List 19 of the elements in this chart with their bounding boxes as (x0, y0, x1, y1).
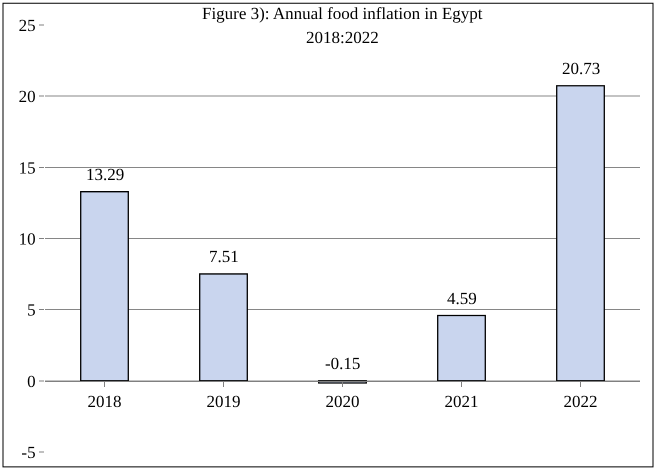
data-label: 4.59 (447, 289, 477, 308)
y-tick-label: 20 (18, 87, 36, 106)
data-label: 13.29 (86, 165, 124, 184)
chart-title: Figure 3): Annual food inflation in Egypt (202, 4, 483, 23)
data-label: -0.15 (325, 354, 360, 373)
x-tick-label: 2019 (206, 392, 240, 412)
y-tick-label: 25 (18, 16, 36, 35)
y-tick-label: 5 (27, 300, 36, 320)
x-tick-label: 2020 (326, 392, 360, 412)
y-tick-label: 15 (18, 158, 36, 178)
y-tick-label: 10 (18, 229, 36, 248)
x-tick-label: 2022 (564, 392, 598, 412)
data-label: 20.73 (562, 59, 600, 78)
x-tick-label: 2018 (88, 392, 122, 412)
y-tick-label: 0 (27, 372, 36, 391)
data-label: 7.51 (209, 247, 239, 266)
chart-subtitle: 2018:2022 (306, 28, 379, 47)
y-tick-label: -5 (21, 442, 36, 462)
x-tick-label: 2021 (444, 392, 478, 412)
